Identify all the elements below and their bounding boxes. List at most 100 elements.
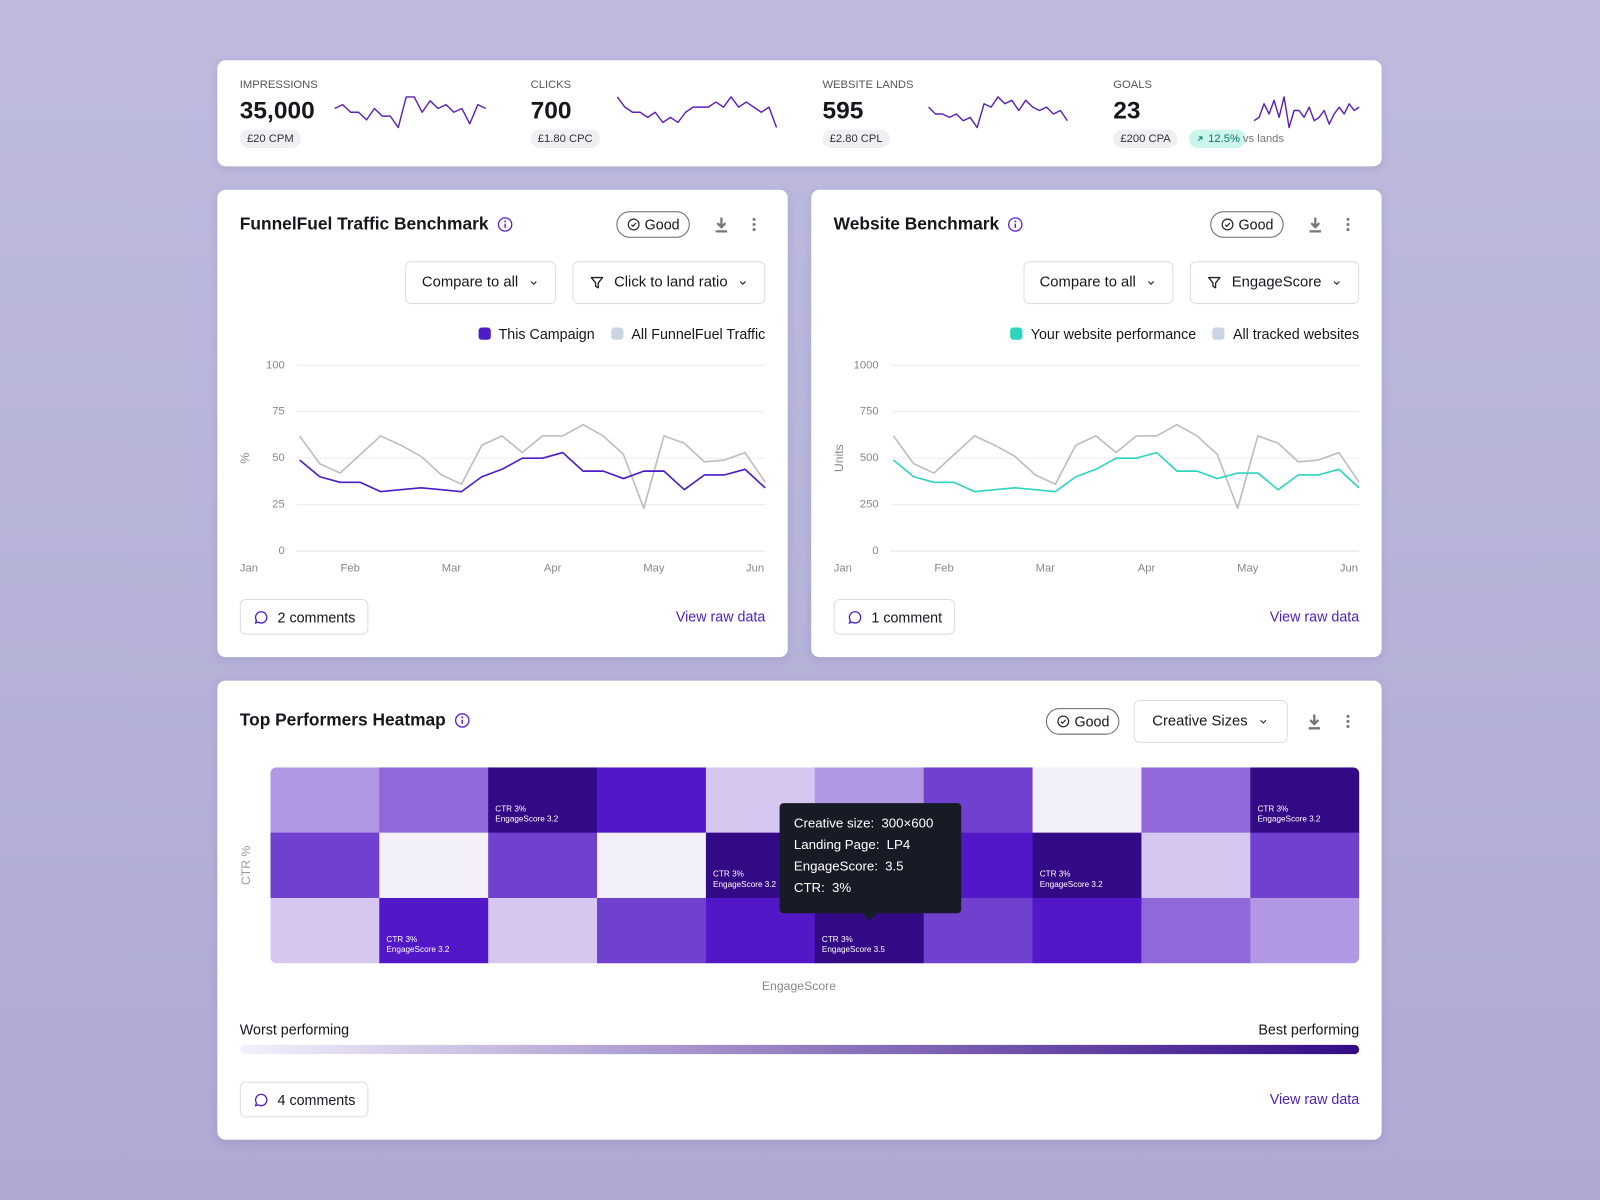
heatmap-cell <box>270 767 380 834</box>
benchmark-card: 0 25 50 75 100 Jan Feb Mar Apr May Jun% FunnelFuel … <box>217 189 788 658</box>
status-text: Good <box>1238 216 1274 233</box>
line-chart: 0 250 500 750 1000 Jan Feb Mar Apr May Jun Units <box>832 359 1360 574</box>
kpi-label: GOALS <box>1113 78 1152 91</box>
x-axis-label: EngageScore <box>762 979 836 993</box>
chevron-glyph <box>1148 281 1155 285</box>
icon-chevron <box>1259 719 1267 724</box>
icon-download[interactable] <box>712 215 730 233</box>
legend: This Campaign All FunnelFuel Traffic <box>478 326 765 342</box>
tooltip: Creative size: 300×600 Landing Page: LP4 Eng… <box>779 803 962 914</box>
legend: Your website performance All tracked webs… <box>1010 326 1359 342</box>
cell-label: EngageScore 3.2 <box>495 815 558 824</box>
kpi-chip: £1.80 CPC <box>530 129 600 148</box>
chevron-glyph <box>1259 719 1267 724</box>
heatmap-cell <box>597 897 707 964</box>
comments-button[interactable]: 4 comments <box>239 1081 369 1118</box>
legend-swatch <box>478 327 491 340</box>
cell-label: EngageScore 3.2 <box>1040 880 1103 889</box>
cell-label: EngageScore 3.5 <box>822 945 885 954</box>
icon-check <box>1221 218 1234 231</box>
heatmap-cell <box>1141 832 1251 899</box>
info-glyph <box>461 716 464 719</box>
tooltip-key: EngageScore: <box>793 858 878 874</box>
icon-chevron <box>1148 281 1155 285</box>
legend-item: Your website performance <box>1010 326 1196 342</box>
icon-chevron <box>530 281 537 285</box>
status-badge: Good <box>616 211 690 238</box>
kebab-glyph <box>1346 228 1350 232</box>
dropdown-text: Creative Sizes <box>1152 713 1248 730</box>
icon-kebab[interactable] <box>1340 216 1356 232</box>
dropdown-text: Click to land ratio <box>614 274 728 291</box>
y-tick-label: 750 <box>860 406 879 418</box>
comments-button[interactable]: 2 comments <box>239 598 369 635</box>
heatmap-cell <box>488 897 598 964</box>
compare-dropdown[interactable]: Compare to all <box>1023 261 1174 305</box>
status-text: Good <box>1074 713 1110 730</box>
icon-comment <box>254 610 268 624</box>
view-raw-data[interactable]: View raw data <box>1269 608 1360 625</box>
view-raw-data[interactable]: View raw data <box>675 608 766 625</box>
sparkline-line <box>928 96 1068 129</box>
icon-info[interactable] <box>454 712 470 728</box>
heatmap-cell <box>597 832 707 899</box>
dropdown-text: Compare to all <box>421 274 519 291</box>
scale-low-label: Worst performing <box>239 1021 350 1038</box>
metric-dropdown[interactable]: Click to land ratio <box>572 261 766 305</box>
metric-dropdown[interactable]: EngageScore <box>1189 261 1360 305</box>
icon-kebab[interactable] <box>1340 713 1356 729</box>
kebab-glyph <box>1346 222 1350 227</box>
title-row: Website Benchmark <box>834 214 1024 234</box>
change-note: vs lands <box>1242 132 1285 145</box>
check-glyph <box>1224 222 1231 228</box>
heatmap-cell <box>270 832 380 899</box>
kebab-glyph <box>752 222 756 227</box>
icon-filter <box>1208 276 1221 289</box>
info-glyph <box>1008 217 1023 232</box>
x-tick-label: Mar <box>442 562 462 574</box>
icon-kebab[interactable] <box>746 216 762 232</box>
compare-dropdown[interactable]: Compare to all <box>405 261 556 305</box>
kpi-chip: £20 CPM <box>239 129 301 148</box>
cell-label: CTR 3% <box>713 870 744 879</box>
tooltip-row: Creative size: 300×600 <box>794 815 947 831</box>
heatmap-cell <box>1141 897 1251 964</box>
info-glyph <box>503 220 506 223</box>
legend-item: All tracked websites <box>1212 326 1359 342</box>
dropdown-text: EngageScore <box>1231 274 1322 291</box>
kpi-label: IMPRESSIONS <box>239 78 318 91</box>
icon-chevron <box>739 281 746 285</box>
chevron-glyph <box>739 281 746 285</box>
icon-info[interactable] <box>497 216 513 232</box>
heatmap-cell <box>1141 767 1251 834</box>
icon-download[interactable] <box>1306 215 1324 233</box>
x-tick-label: May <box>1237 562 1259 574</box>
y-axis-label: Units <box>832 444 846 472</box>
legend-label: All FunnelFuel Traffic <box>631 325 766 342</box>
icon-info[interactable] <box>1007 216 1023 232</box>
y-tick-label: 0 <box>278 545 284 557</box>
scale-bar <box>239 1044 1360 1055</box>
icon-filter <box>590 276 603 289</box>
sparkline <box>334 96 487 129</box>
status-badge: Good <box>1209 211 1284 238</box>
comments-button[interactable]: 1 comment <box>833 598 956 635</box>
sizes-dropdown[interactable]: Creative Sizes <box>1133 700 1288 743</box>
heatmap-cell <box>1250 767 1360 834</box>
y-tick-label: 50 <box>272 452 284 464</box>
arrow-glyph <box>1197 136 1203 142</box>
icon-check <box>627 218 640 231</box>
chevron-glyph <box>1333 281 1340 285</box>
y-tick-label: 1000 <box>854 359 879 371</box>
status-badge: Good <box>1045 708 1120 735</box>
icon-download[interactable] <box>1305 712 1323 730</box>
heatmap-cell <box>379 897 489 964</box>
x-tick-label: Feb <box>341 562 360 574</box>
status-text: Good <box>644 216 680 233</box>
kebab-glyph <box>1346 719 1350 723</box>
kpi-card: IMPRESSIONS 35,000 £20 CPM CLICKS 700 £1.80 C… <box>217 60 1382 167</box>
comments-text: 4 comments <box>277 1091 356 1108</box>
view-raw-data[interactable]: View raw data <box>1269 1090 1360 1108</box>
heatmap-cell <box>379 832 489 899</box>
